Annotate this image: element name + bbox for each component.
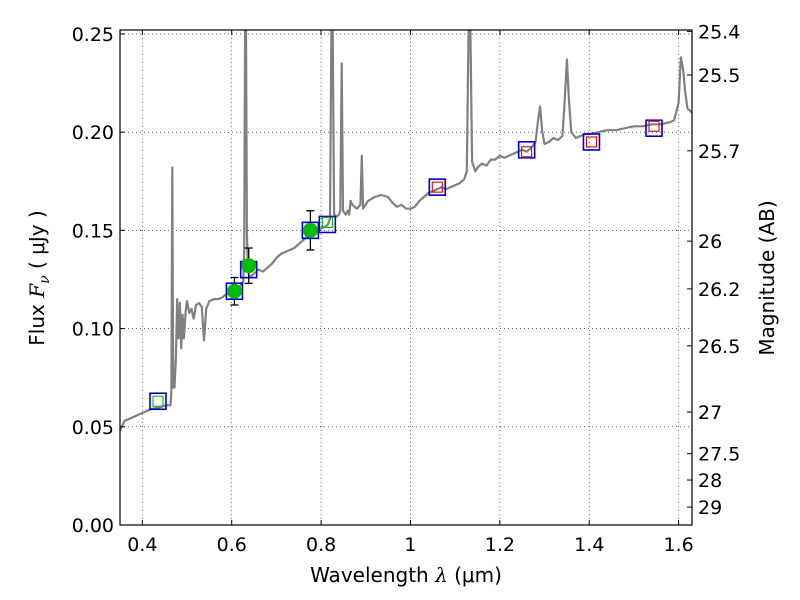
model-photometry-square [645,119,663,138]
model-photometry-square [301,221,320,240]
spectrum-line [120,30,692,432]
y2-tick-label: 29 [698,497,722,519]
plot-frame [119,29,693,526]
inner-marker-square [585,136,598,148]
y2-tick-label: 26 [698,231,722,253]
x-axis-label-unit: (μm) [454,563,502,587]
y2-tick-label: 25.4 [698,21,740,43]
x-tick-label: 0.8 [306,534,336,556]
observed-photometry-point [226,283,242,299]
y-tick-label: 0.00 [72,515,114,537]
model-photometry-square [582,133,601,151]
y2-tick-label: 25.5 [698,65,740,87]
x-tick-label: 0.6 [217,534,247,556]
y-tick-label: 0.05 [72,417,114,439]
x-axis-label-symbol: λ [434,563,454,587]
y-axis-label-text: Flux [25,298,49,346]
model-photometry-square [225,282,244,301]
y-axis-label-symbol: F [25,283,49,299]
y2-tick-label: 25.7 [698,141,740,163]
y2-tick-label: 26.2 [698,279,740,301]
inner-marker-square [152,395,164,407]
x-tick-label: 1.4 [574,534,604,556]
y-axis-label-unit: ( μJy ) [25,210,49,275]
model-photometry-square [517,141,536,159]
y-axis-label: Flux Fν ( μJy ) [25,210,53,345]
inner-marker-square [648,120,660,132]
inner-marker-square [521,146,533,158]
y2-tick-label: 27.5 [698,444,740,466]
y-tick-label: 0.25 [72,24,114,46]
x-tick-label: 1.2 [485,534,515,556]
x-tick-label: 0.4 [127,534,157,556]
y2-tick-label: 28 [698,470,722,492]
model-photometry-square [149,392,167,411]
x-axis-label: Wavelength λ (μm) [310,563,502,587]
plot-area [120,30,692,432]
x-tick-label: 1 [404,534,416,556]
y-tick-label: 0.15 [72,220,114,242]
x-tick-label: 1.6 [663,534,693,556]
y-tick-label: 0.20 [72,122,114,144]
model-photometry-square [428,178,447,196]
y2-tick-label: 27 [698,402,722,424]
model-photometry-square [318,215,337,234]
y-tick-label: 0.10 [72,319,114,341]
y-axis-label-subscript: ν [37,275,53,284]
y2-tick-label: 26.5 [698,336,740,358]
axis-ticks: 0.4 0.6 0.8 1 1.2 1.4 1.6 0.00 0.05 0.10 0.15 0.20 0… [72,21,741,556]
x-axis-label-text: Wavelength [310,563,435,587]
inner-marker-square [321,216,333,229]
observed-photometry-point [302,222,318,238]
y2-axis-label: Magnitude (AB) [755,200,779,355]
observed-photometry-point [241,258,257,274]
inner-marker-square [431,181,443,193]
